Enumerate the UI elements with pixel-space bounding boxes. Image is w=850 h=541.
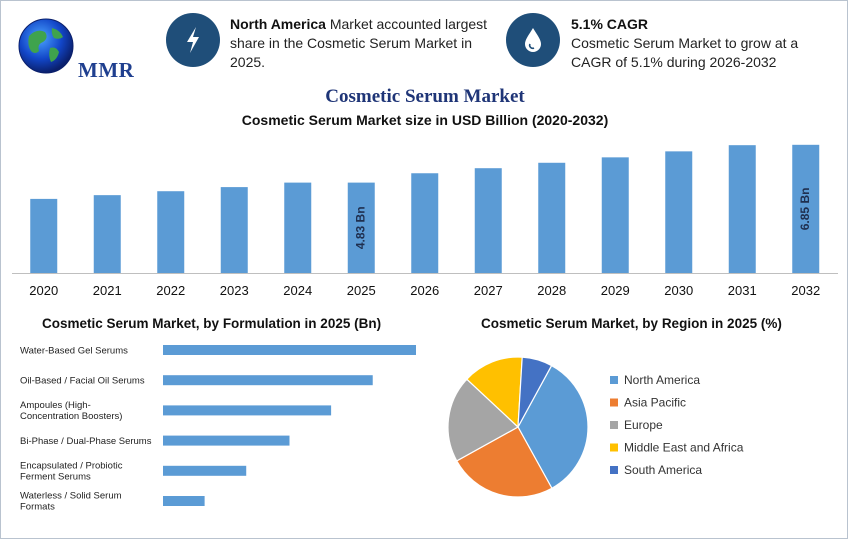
pie-slice-europe (447, 378, 520, 462)
water-drop-icon (525, 28, 541, 52)
legend-label: Middle East and Africa (624, 441, 744, 455)
formulation-label-line: Oil-Based / Facial Oil Serums (20, 376, 145, 387)
lightning-icon (187, 27, 199, 53)
formulation-label: Ampoules (High-Concentration Boosters) (20, 400, 122, 422)
x-tick-label: 2020 (29, 283, 58, 298)
formulation-bar (163, 345, 416, 355)
formulation-label: Waterless / Solid Serum Formats (20, 491, 122, 513)
pie-slice-middle-east-and-africa (465, 356, 523, 429)
bar-2032 (792, 144, 820, 273)
formulation-bar (163, 375, 373, 386)
x-tick-label: 2031 (728, 283, 757, 298)
stat-cagr-bold: 5.1% CAGR (571, 16, 649, 32)
bar-2030 (665, 151, 693, 273)
stat-north-america-text: Market accounted largest share in the Co… (230, 16, 488, 70)
x-tick-label: 2024 (283, 283, 312, 298)
formulation-label-line: Water-Based Gel Serums (20, 346, 128, 357)
formulation-bar (163, 465, 247, 476)
formulation-label-line: Encapsulated / Probiotic (20, 460, 123, 471)
region-chart-title: Cosmetic Serum Market, by Region in 2025… (481, 316, 782, 331)
formulation-label-line: Ferment Serums (20, 471, 91, 482)
x-tick-label: 2027 (474, 283, 503, 298)
formulation-label-line: Bi-Phase / Dual-Phase Serums (20, 436, 152, 447)
formulation-label: Water-Based Gel Serums (20, 346, 128, 357)
legend-swatch (610, 443, 618, 452)
bar-2023 (220, 187, 248, 273)
legend-swatch (610, 376, 618, 384)
legend-label: Europe (624, 418, 663, 432)
formulation-label: Bi-Phase / Dual-Phase Serums (20, 436, 152, 447)
formulation-label: Oil-Based / Facial Oil Serums (20, 376, 145, 387)
x-tick-label: 2032 (791, 283, 820, 298)
data-label: 4.83 Bn (353, 206, 367, 249)
bar-2024 (284, 182, 312, 273)
pie-slice-south-america (517, 356, 553, 428)
legend-label: Asia Pacific (624, 396, 686, 410)
formulation-bar (163, 405, 332, 416)
bar-2026 (411, 173, 439, 273)
bar-chart-title: Cosmetic Serum Market size in USD Billio… (241, 112, 609, 128)
x-tick-label: 2028 (537, 283, 566, 298)
formulation-bar (163, 496, 205, 506)
bar-2028 (538, 162, 566, 273)
x-tick-label: 2026 (410, 283, 439, 298)
x-tick-label: 2021 (93, 283, 122, 298)
data-label: 6.85 Bn (798, 188, 812, 231)
stat-cagr-text: Cosmetic Serum Market to grow at a CAGR … (571, 35, 799, 70)
legend-label: South America (624, 463, 702, 477)
x-tick-label: 2025 (347, 283, 376, 298)
formulation-label-line: Formats (20, 502, 55, 513)
bar-2021 (93, 195, 121, 273)
formulation-bar (163, 435, 290, 446)
stat-north-america: North America Market accounted largest s… (230, 15, 500, 72)
formulation-label: Encapsulated / Probiotic Ferment Serums (20, 460, 123, 482)
bar-2031 (728, 145, 756, 273)
bar-2029 (601, 157, 629, 273)
x-tick-label: 2030 (664, 283, 693, 298)
formulation-chart-title: Cosmetic Serum Market, by Formulation in… (42, 316, 382, 331)
x-tick-label: 2022 (156, 283, 185, 298)
mmr-logo: MMR (14, 14, 138, 82)
x-tick-label: 2023 (220, 283, 249, 298)
bar-2020 (30, 198, 58, 273)
main-title: Cosmetic Serum Market (325, 86, 525, 107)
stat-cagr: 5.1% CAGR Cosmetic Serum Market to grow … (571, 15, 831, 72)
formulation-label-line: Concentration Boosters) (20, 411, 122, 422)
x-tick-label: 2029 (601, 283, 630, 298)
bar-2022 (157, 191, 185, 273)
bar-2025 (347, 182, 375, 273)
legend-label: North America (624, 373, 700, 387)
stat-drop-badge (506, 13, 560, 67)
formulation-label-line: Ampoules (High- (20, 400, 91, 411)
bar-2027 (474, 168, 502, 273)
legend-swatch (610, 421, 618, 429)
logo-text: MMR (78, 58, 135, 82)
legend-swatch (610, 466, 618, 474)
pie-slice-asia-pacific (455, 426, 553, 498)
stat-north-america-bold: North America (230, 16, 326, 32)
stat-lightning-badge (166, 13, 220, 67)
legend-swatch (610, 398, 618, 407)
formulation-label-line: Waterless / Solid Serum (20, 491, 122, 502)
globe-icon (18, 18, 74, 74)
